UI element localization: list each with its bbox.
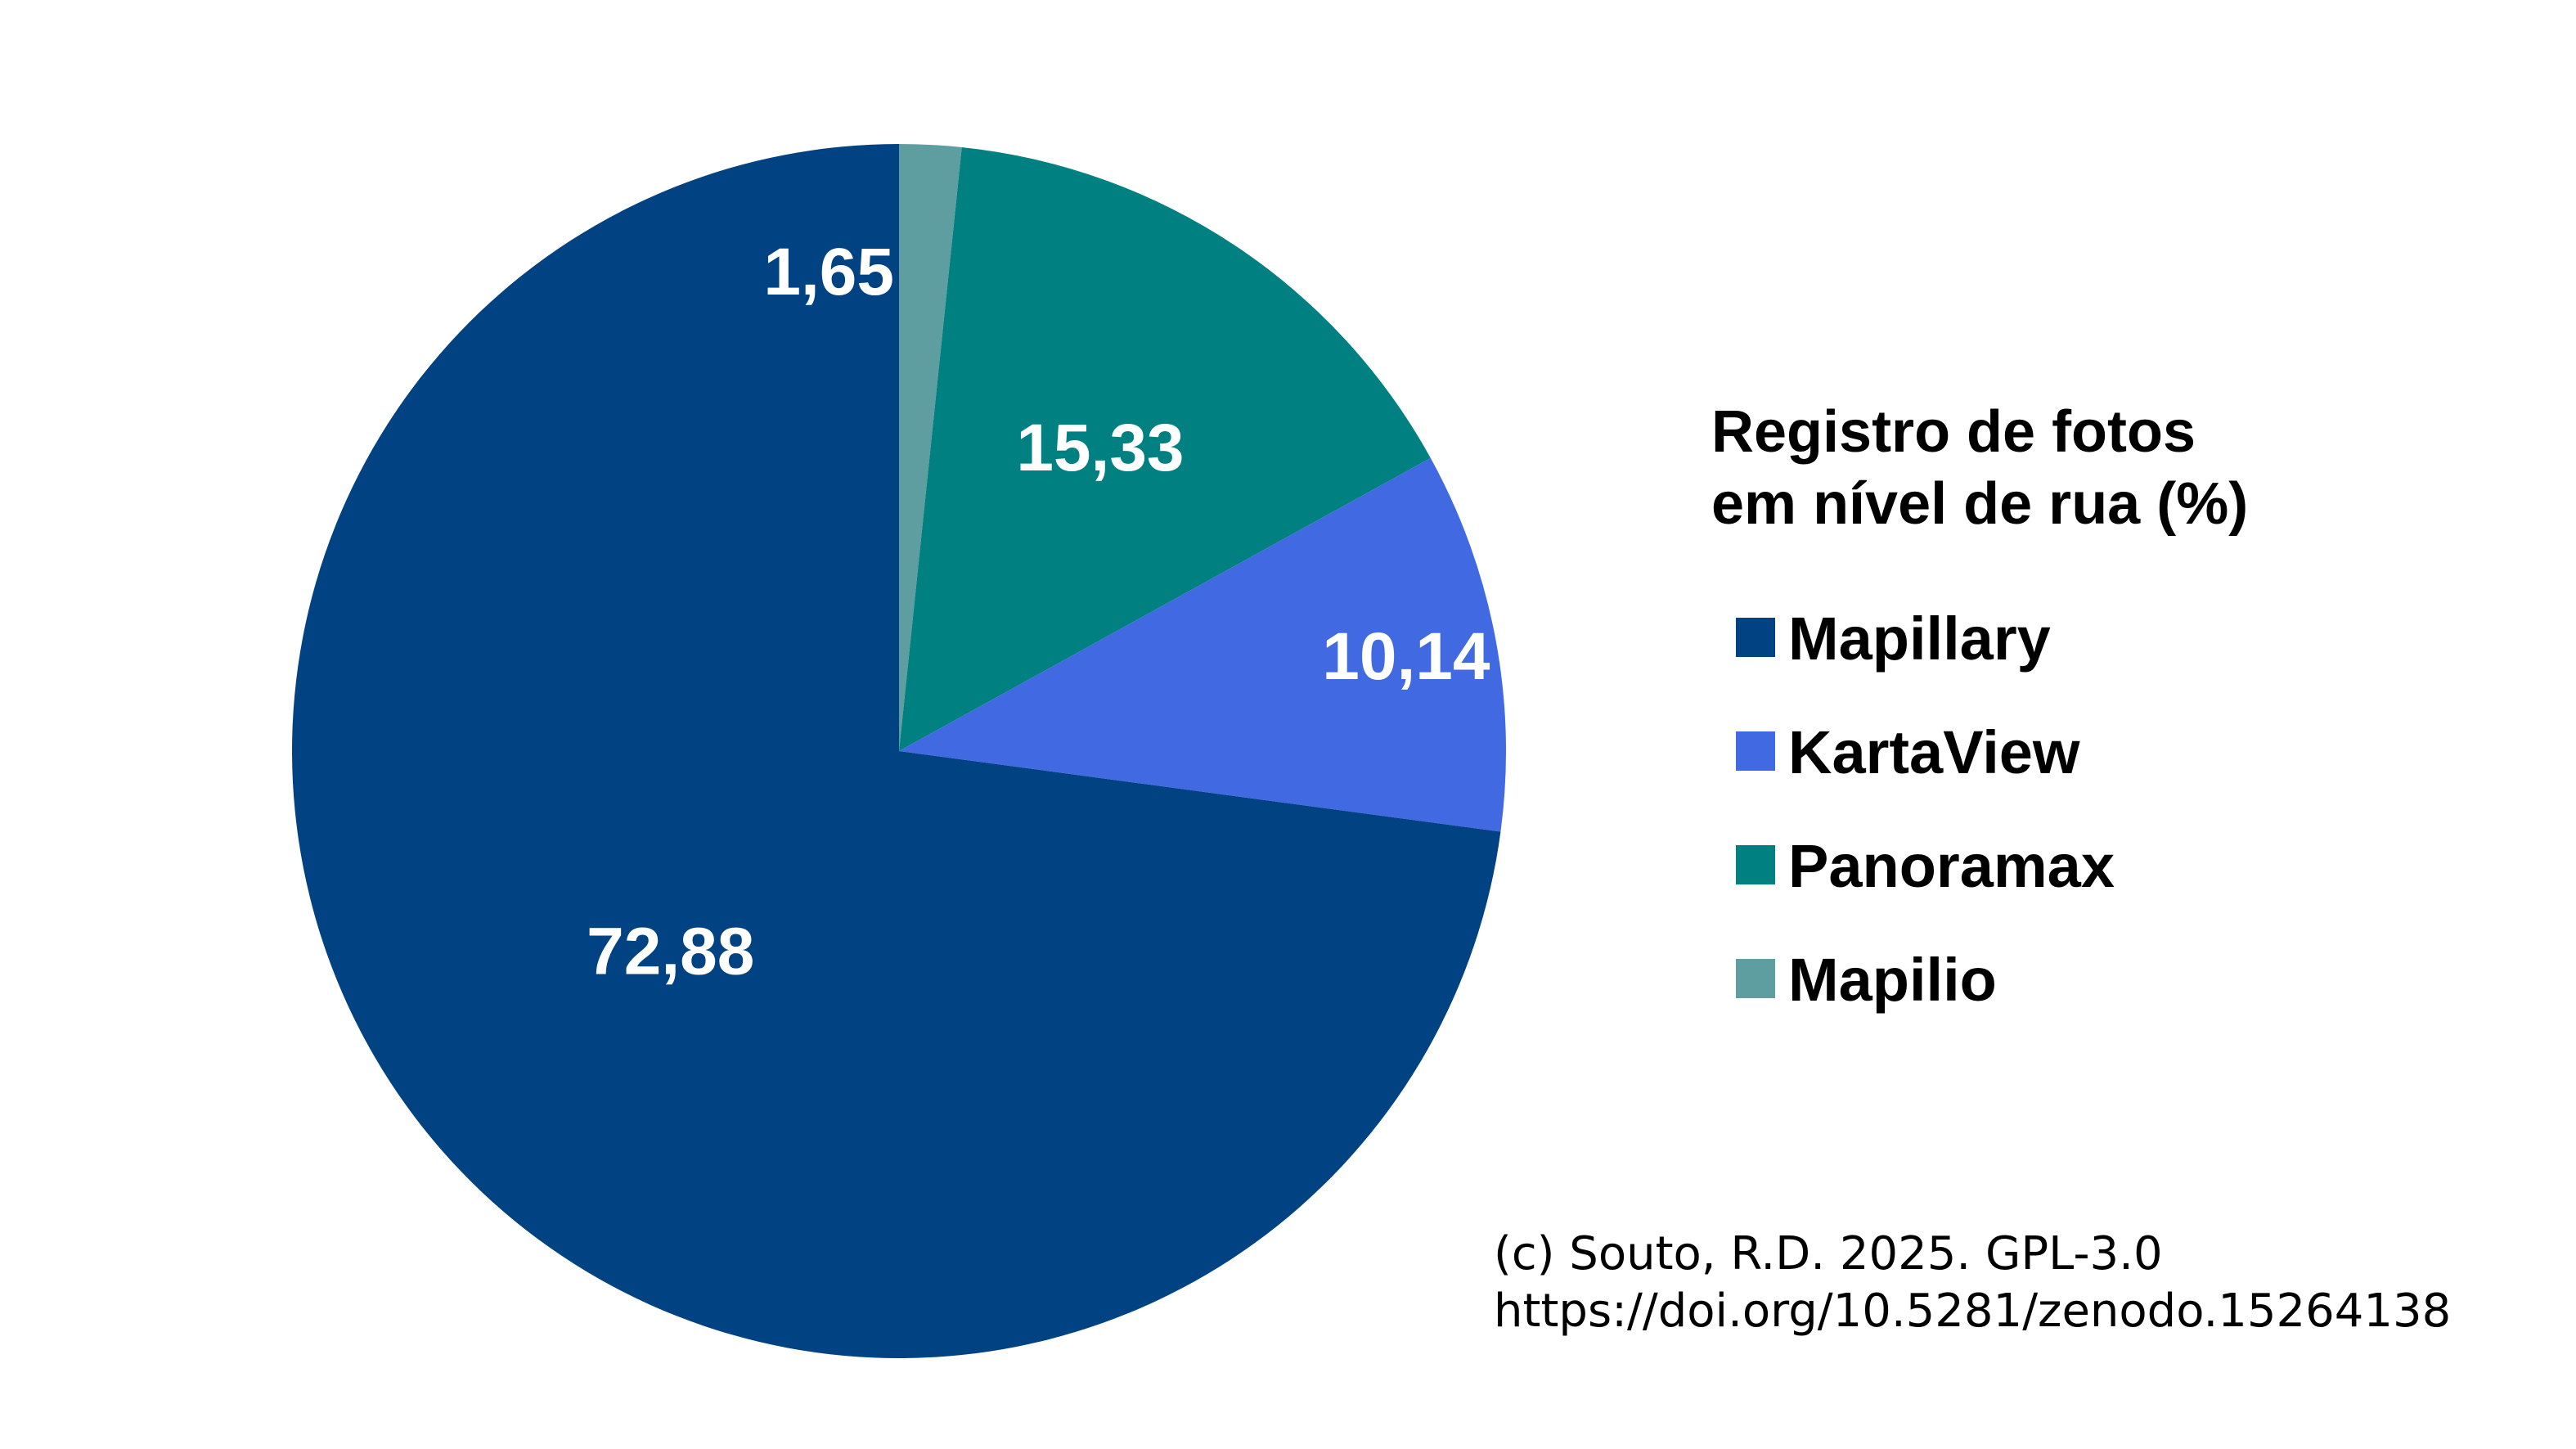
pie-slice-mapillary [291, 144, 1501, 1358]
legend-label-kartaview: KartaView [1788, 718, 2080, 786]
legend-title-line1: Registro de fotos [1711, 399, 2196, 465]
slice-label-kartaview: 10,14 [1322, 619, 1490, 694]
pie-slice-kartaview [899, 457, 1506, 832]
pie-slice-panoramax [899, 146, 1431, 751]
legend-items: Mapillary KartaView Panoramax Mapilio [1736, 605, 2115, 1014]
legend-label-mapilio: Mapilio [1788, 946, 1997, 1014]
credit: (c) Souto, R.D. 2025. GPL-3.0 https://do… [1494, 1227, 2451, 1338]
slice-label-panoramax: 15,33 [1016, 411, 1184, 485]
credit-line2: https://doi.org/10.5281/zenodo.15264138 [1494, 1285, 2451, 1338]
legend-title-line2: em nível de rua (%) [1711, 471, 2248, 537]
legend: Registro de fotos em nível de rua (%) Ma… [1711, 399, 2248, 1014]
legend-swatch-mapilio [1736, 959, 1775, 998]
credit-line1: (c) Souto, R.D. 2025. GPL-3.0 [1494, 1227, 2163, 1280]
legend-swatch-kartaview [1736, 731, 1775, 771]
legend-swatch-panoramax [1736, 845, 1775, 884]
legend-label-panoramax: Panoramax [1788, 832, 2115, 900]
pie-slices [291, 144, 1506, 1358]
pie-slice-mapilio [899, 144, 962, 751]
slice-label-mapillary: 72,88 [587, 914, 754, 988]
slice-label-mapilio: 1,65 [763, 235, 894, 309]
legend-label-mapillary: Mapillary [1788, 605, 2051, 673]
legend-swatch-mapillary [1736, 618, 1775, 657]
slice-labels: 1,65 15,33 10,14 72,88 [587, 235, 1490, 988]
